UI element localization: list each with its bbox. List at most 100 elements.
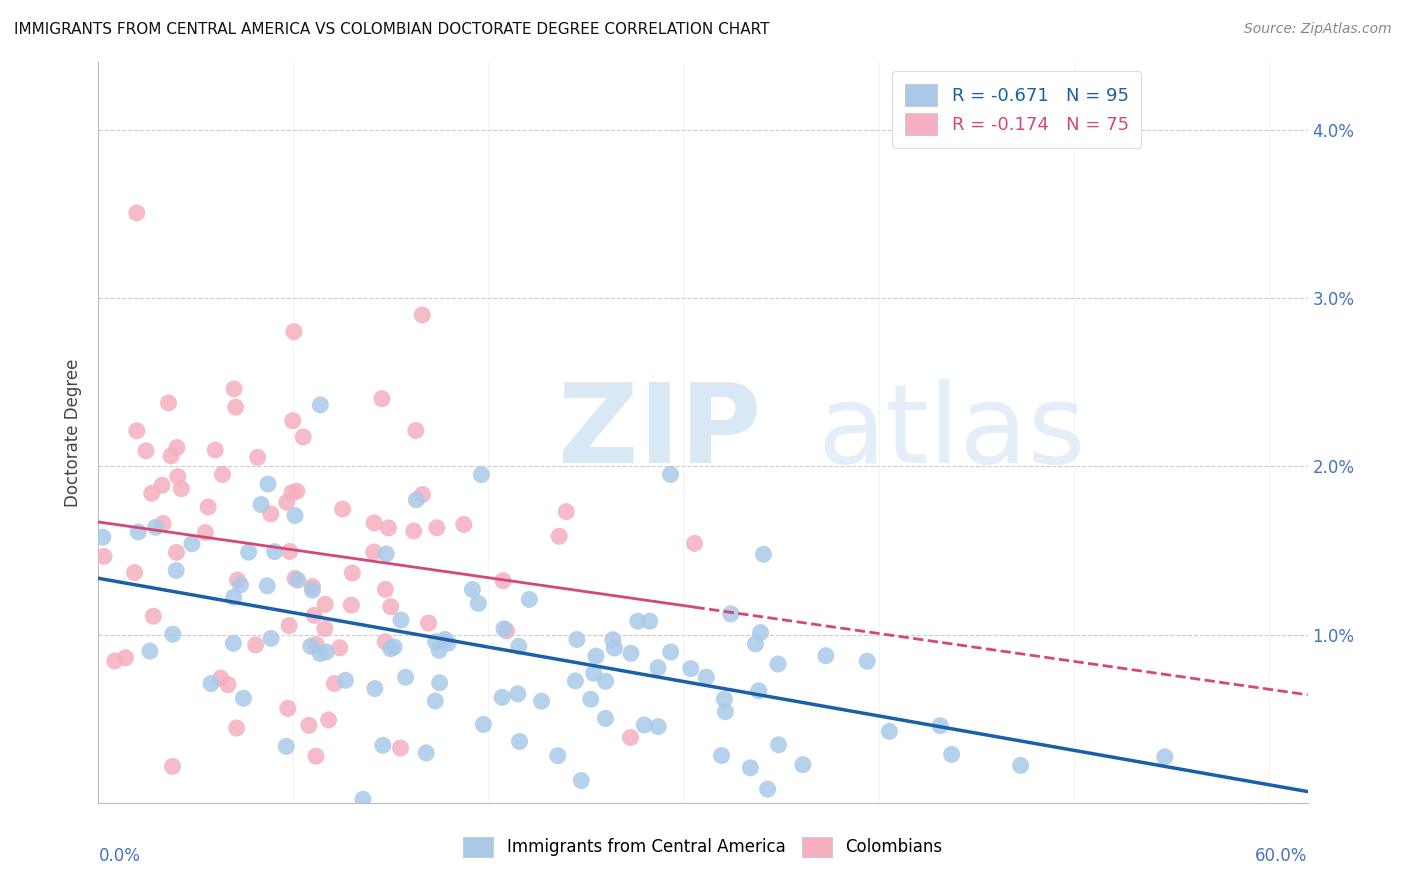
- Point: [114, 650, 136, 665]
- Point: [710, 748, 733, 763]
- Point: [582, 666, 605, 681]
- Point: [929, 719, 952, 733]
- Point: [225, 400, 247, 414]
- Point: [371, 392, 394, 406]
- Point: [602, 632, 624, 647]
- Y-axis label: Doctorate Degree: Doctorate Degree: [65, 359, 83, 507]
- Point: [508, 640, 530, 654]
- Point: [142, 609, 165, 624]
- Point: [222, 382, 245, 396]
- Point: [425, 694, 447, 708]
- Point: [145, 520, 167, 534]
- Legend: Immigrants from Central America, Colombians: Immigrants from Central America, Colombi…: [451, 825, 955, 869]
- Point: [395, 670, 418, 684]
- Point: [125, 206, 148, 220]
- Point: [127, 524, 149, 539]
- Point: [879, 724, 901, 739]
- Point: [162, 759, 184, 773]
- Point: [555, 505, 578, 519]
- Point: [371, 739, 394, 753]
- Point: [139, 644, 162, 658]
- Point: [768, 738, 790, 752]
- Point: [124, 566, 146, 580]
- Point: [197, 500, 219, 514]
- Point: [434, 632, 457, 647]
- Point: [429, 676, 451, 690]
- Point: [748, 683, 770, 698]
- Point: [380, 599, 402, 614]
- Point: [659, 467, 682, 482]
- Point: [232, 691, 254, 706]
- Point: [856, 654, 879, 668]
- Point: [415, 746, 437, 760]
- Point: [162, 627, 184, 641]
- Point: [292, 430, 315, 444]
- Point: [437, 636, 460, 650]
- Point: [276, 739, 298, 754]
- Point: [1010, 758, 1032, 772]
- Point: [284, 508, 307, 523]
- Point: [152, 516, 174, 531]
- Text: atlas: atlas: [818, 379, 1087, 486]
- Point: [281, 414, 304, 428]
- Point: [364, 681, 387, 696]
- Point: [315, 645, 337, 659]
- Point: [238, 545, 260, 559]
- Text: ZIP: ZIP: [558, 379, 761, 486]
- Point: [547, 748, 569, 763]
- Point: [125, 424, 148, 438]
- Point: [659, 645, 682, 659]
- Point: [229, 578, 252, 592]
- Point: [250, 498, 273, 512]
- Point: [363, 516, 385, 530]
- Point: [309, 398, 332, 412]
- Point: [565, 632, 588, 647]
- Point: [619, 731, 641, 745]
- Point: [461, 582, 484, 597]
- Point: [277, 701, 299, 715]
- Point: [287, 573, 309, 587]
- Point: [814, 648, 837, 663]
- Point: [380, 641, 402, 656]
- Point: [517, 592, 540, 607]
- Point: [472, 717, 495, 731]
- Point: [585, 649, 607, 664]
- Point: [225, 721, 247, 735]
- Text: 60.0%: 60.0%: [1256, 847, 1308, 865]
- Point: [405, 492, 427, 507]
- Point: [766, 657, 789, 671]
- Point: [305, 749, 328, 764]
- Point: [165, 545, 187, 559]
- Point: [633, 718, 655, 732]
- Point: [427, 643, 450, 657]
- Point: [564, 673, 586, 688]
- Point: [470, 467, 492, 482]
- Point: [506, 687, 529, 701]
- Point: [405, 424, 427, 438]
- Point: [749, 625, 772, 640]
- Point: [301, 583, 323, 598]
- Point: [579, 692, 602, 706]
- Point: [752, 547, 775, 561]
- Point: [329, 640, 352, 655]
- Text: 0.0%: 0.0%: [98, 847, 141, 865]
- Point: [467, 596, 489, 610]
- Point: [713, 692, 735, 706]
- Point: [714, 705, 737, 719]
- Point: [276, 495, 298, 509]
- Point: [302, 608, 325, 623]
- Point: [217, 678, 239, 692]
- Point: [141, 486, 163, 500]
- Point: [647, 720, 669, 734]
- Point: [389, 741, 412, 756]
- Point: [352, 792, 374, 806]
- Point: [647, 661, 669, 675]
- Point: [298, 718, 321, 732]
- Point: [284, 571, 307, 585]
- Point: [335, 673, 357, 688]
- Point: [340, 598, 363, 612]
- Point: [314, 622, 336, 636]
- Point: [374, 582, 396, 597]
- Point: [301, 580, 323, 594]
- Point: [226, 573, 249, 587]
